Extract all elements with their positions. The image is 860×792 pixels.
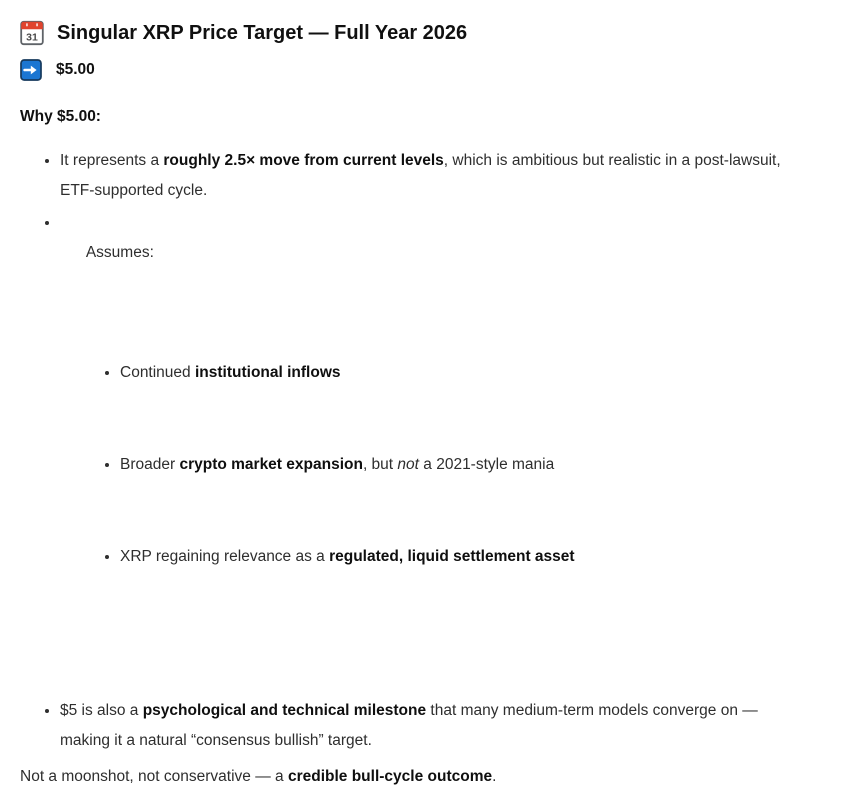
list-item: Assumes: Continued institutional inflows… (60, 208, 850, 694)
calendar-ring (36, 23, 38, 27)
list-item: Continued institutional inflows (120, 358, 850, 388)
bullet-list: It represents a roughly 2.5× move from c… (20, 146, 850, 756)
nested-list: Continued institutional inflows Broader … (60, 298, 850, 634)
price-target-value: $5.00 (56, 61, 95, 78)
arrow-border (20, 59, 42, 81)
right-arrow-icon (20, 59, 42, 81)
list-item: XRP regaining relevance as a regulated, … (120, 542, 850, 572)
footer-text: Not a moonshot, not conservative — a cre… (20, 768, 497, 785)
list-item: It represents a roughly 2.5× move from c… (60, 146, 850, 206)
calendar-header-band (21, 21, 43, 30)
page-title-text: Singular XRP Price Target — Full Year 20… (57, 22, 468, 44)
calendar-icon: 31 (20, 20, 44, 46)
arrow-head (30, 65, 37, 75)
page-title: 31 Singular XRP Price Target — Full Year… (20, 20, 850, 46)
calendar-day-number: 31 (26, 32, 38, 44)
list-item-text: Assumes: (85, 244, 154, 261)
calendar-ring (26, 23, 28, 27)
price-target: $5.00 (20, 59, 850, 81)
list-item: Broader crypto market expansion, but not… (120, 450, 850, 480)
why-heading: Why $5.00: (20, 108, 101, 125)
list-item: $5 is also a psychological and technical… (60, 696, 850, 756)
